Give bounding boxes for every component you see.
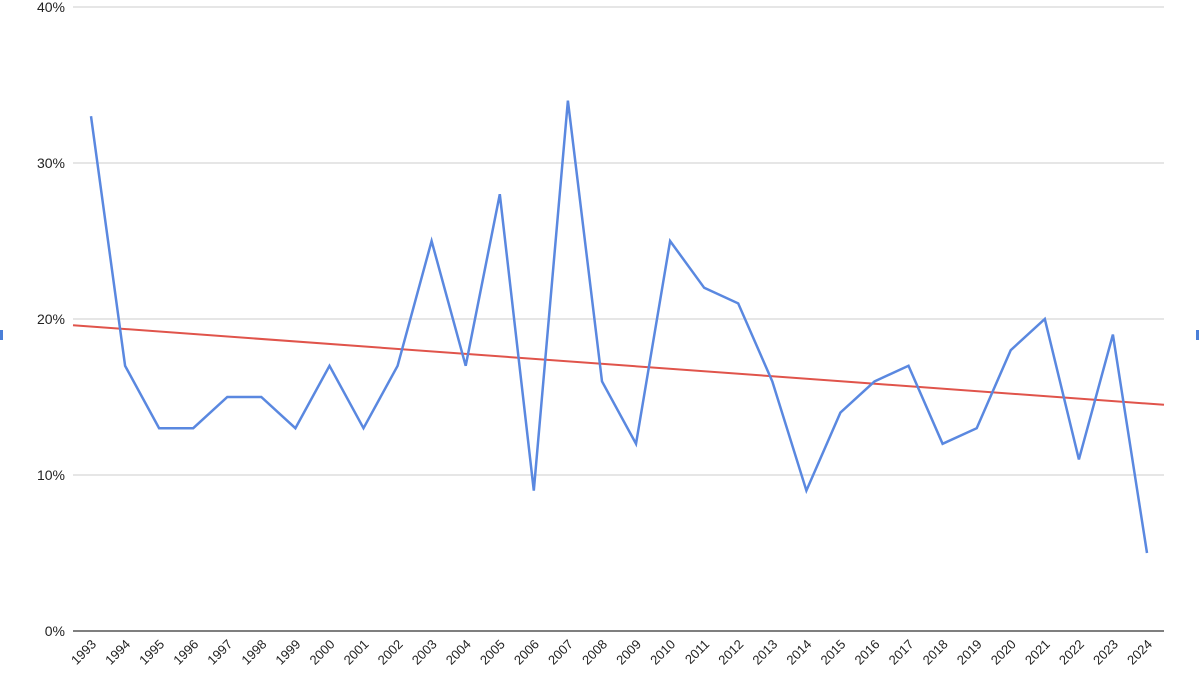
x-tick-label: 1997 [204, 637, 235, 668]
x-tick-label: 2003 [409, 637, 440, 668]
y-tick-label: 10% [37, 467, 65, 483]
trendline [72, 324, 1165, 406]
x-tick-label: 1999 [272, 637, 303, 668]
x-tick-label: 2012 [715, 637, 746, 668]
x-tick-label: 1995 [136, 637, 167, 668]
y-tick-label: 40% [37, 0, 65, 15]
x-tick-label: 1994 [102, 637, 133, 668]
x-tick-label: 2011 [682, 637, 712, 667]
x-tick-label: 2021 [1022, 637, 1053, 668]
x-tick-label: 2015 [817, 637, 848, 668]
series-layer [72, 100, 1165, 554]
x-tick-label: 2009 [613, 637, 644, 668]
y-tick-label: 30% [37, 155, 65, 171]
x-tick-label: 2020 [988, 637, 1019, 668]
x-tick-label: 1996 [170, 637, 201, 668]
x-tick-label: 2013 [749, 637, 780, 668]
y-axis-ticks: 0% 10% 20% 30% 40% [37, 0, 65, 639]
x-tick-label: 2023 [1090, 637, 1121, 668]
left-edge-marker [0, 330, 3, 340]
x-tick-label: 2014 [783, 637, 814, 668]
gridlines [73, 6, 1164, 632]
x-tick-label: 2018 [920, 637, 951, 668]
series-line [89, 100, 1149, 554]
x-tick-label: 2006 [511, 637, 542, 668]
right-edge-marker [1196, 330, 1199, 340]
x-tick-label: 2022 [1056, 637, 1087, 668]
x-axis-ticks: 1993 1994 1995 1996 1997 1998 1999 2000 2001 2002… [68, 637, 1155, 668]
x-tick-label: 2008 [579, 637, 610, 668]
x-tick-label: 1993 [68, 637, 99, 668]
x-tick-label: 2005 [477, 637, 508, 668]
x-tick-label: 2004 [443, 637, 474, 668]
x-tick-label: 2017 [886, 637, 917, 668]
x-tick-label: 2019 [954, 637, 985, 668]
y-tick-label: 20% [37, 311, 65, 327]
x-tick-label: 2024 [1124, 637, 1155, 668]
x-tick-label: 2007 [545, 637, 576, 668]
x-tick-label: 2010 [647, 637, 678, 668]
x-tick-label: 2002 [375, 637, 406, 668]
x-tick-label: 2000 [307, 637, 338, 668]
y-tick-label: 0% [45, 623, 65, 639]
x-tick-label: 2001 [341, 637, 372, 668]
x-tick-label: 2016 [852, 637, 883, 668]
x-tick-label: 1998 [238, 637, 269, 668]
